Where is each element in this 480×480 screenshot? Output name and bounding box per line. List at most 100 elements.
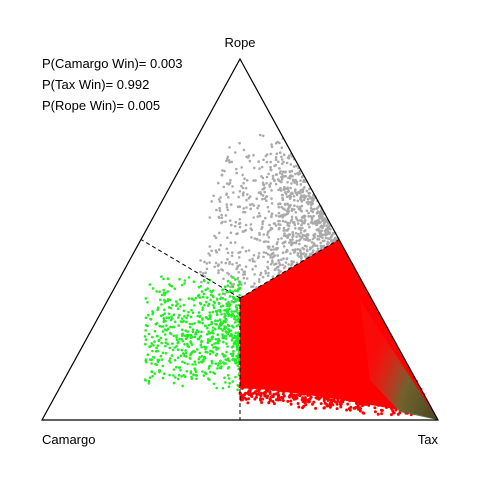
green-point bbox=[194, 296, 198, 300]
green-point bbox=[228, 307, 231, 311]
green-point bbox=[231, 380, 234, 383]
grey-point bbox=[265, 199, 268, 202]
green-point bbox=[193, 304, 196, 307]
green-point bbox=[143, 335, 147, 338]
red-point bbox=[362, 392, 366, 396]
green-point bbox=[206, 351, 209, 354]
red-point bbox=[294, 380, 298, 384]
green-point bbox=[163, 333, 167, 336]
red-point bbox=[240, 396, 244, 400]
grey-point bbox=[245, 179, 249, 182]
grey-point bbox=[257, 255, 260, 258]
grey-point bbox=[237, 195, 240, 199]
grey-point bbox=[267, 271, 270, 275]
green-point bbox=[202, 295, 205, 299]
grey-point bbox=[309, 215, 313, 218]
green-point bbox=[205, 296, 209, 299]
grey-point bbox=[257, 212, 261, 215]
green-point bbox=[201, 321, 204, 325]
green-point bbox=[195, 377, 198, 381]
red-point bbox=[390, 407, 394, 411]
grey-point bbox=[316, 234, 320, 238]
green-point bbox=[159, 354, 163, 358]
red-point bbox=[333, 385, 337, 389]
grey-point bbox=[296, 254, 300, 257]
green-point bbox=[178, 313, 181, 317]
grey-point bbox=[316, 247, 320, 250]
grey-point bbox=[296, 222, 300, 225]
grey-point bbox=[300, 194, 303, 197]
grey-point bbox=[296, 248, 300, 251]
grey-point bbox=[304, 255, 307, 258]
grey-point bbox=[204, 271, 207, 275]
red-point bbox=[354, 379, 358, 383]
grey-point bbox=[284, 192, 288, 196]
red-point bbox=[323, 383, 327, 387]
grey-point bbox=[225, 157, 229, 161]
green-point bbox=[201, 370, 204, 373]
grey-point bbox=[244, 265, 248, 268]
green-point bbox=[180, 375, 183, 378]
red-point bbox=[372, 389, 376, 393]
green-point bbox=[235, 342, 238, 346]
green-point bbox=[232, 296, 235, 299]
red-point bbox=[316, 395, 320, 399]
grey-point bbox=[319, 221, 322, 224]
grey-point bbox=[200, 280, 203, 284]
grey-point bbox=[293, 198, 296, 202]
green-point bbox=[224, 317, 227, 321]
red-point bbox=[346, 402, 350, 406]
green-point bbox=[144, 378, 147, 382]
green-point bbox=[216, 364, 220, 367]
red-point bbox=[389, 413, 393, 417]
grey-point bbox=[258, 214, 262, 218]
grey-point bbox=[253, 282, 256, 285]
red-point bbox=[304, 403, 308, 407]
green-point bbox=[232, 276, 235, 279]
grey-point bbox=[269, 182, 273, 185]
grey-point bbox=[250, 285, 253, 289]
green-point bbox=[182, 352, 185, 356]
grey-point bbox=[280, 173, 284, 176]
red-point bbox=[302, 378, 306, 382]
grey-point bbox=[299, 238, 302, 241]
green-point bbox=[151, 311, 155, 315]
green-point bbox=[145, 361, 148, 364]
red-point bbox=[354, 401, 358, 405]
green-point bbox=[228, 382, 231, 385]
green-point bbox=[203, 324, 207, 328]
green-point bbox=[209, 314, 212, 318]
grey-point bbox=[208, 245, 212, 248]
green-point bbox=[151, 335, 154, 339]
green-point bbox=[190, 375, 193, 379]
red-point bbox=[377, 401, 381, 405]
grey-point bbox=[260, 227, 263, 231]
green-point bbox=[229, 281, 232, 285]
grey-point bbox=[248, 258, 251, 262]
grey-point bbox=[233, 224, 237, 228]
red-point bbox=[284, 383, 288, 387]
green-point bbox=[219, 327, 223, 331]
green-point bbox=[222, 340, 225, 344]
red-point bbox=[301, 388, 305, 392]
grey-point bbox=[300, 209, 304, 213]
grey-point bbox=[271, 177, 275, 180]
green-point bbox=[176, 356, 180, 360]
grey-point bbox=[259, 191, 262, 194]
green-point bbox=[152, 344, 155, 347]
grey-point bbox=[245, 277, 249, 280]
green-point bbox=[208, 323, 211, 327]
grey-point bbox=[203, 275, 207, 278]
green-point bbox=[182, 303, 186, 307]
grey-point bbox=[277, 211, 281, 215]
green-point bbox=[230, 310, 234, 313]
green-point bbox=[156, 308, 159, 312]
red-point bbox=[258, 384, 262, 388]
green-point bbox=[147, 382, 151, 385]
vertex-label: Tax bbox=[418, 432, 439, 447]
red-point bbox=[365, 379, 369, 383]
red-point bbox=[291, 396, 295, 400]
grey-point bbox=[235, 167, 238, 171]
red-point bbox=[259, 394, 263, 398]
green-point bbox=[196, 329, 199, 332]
